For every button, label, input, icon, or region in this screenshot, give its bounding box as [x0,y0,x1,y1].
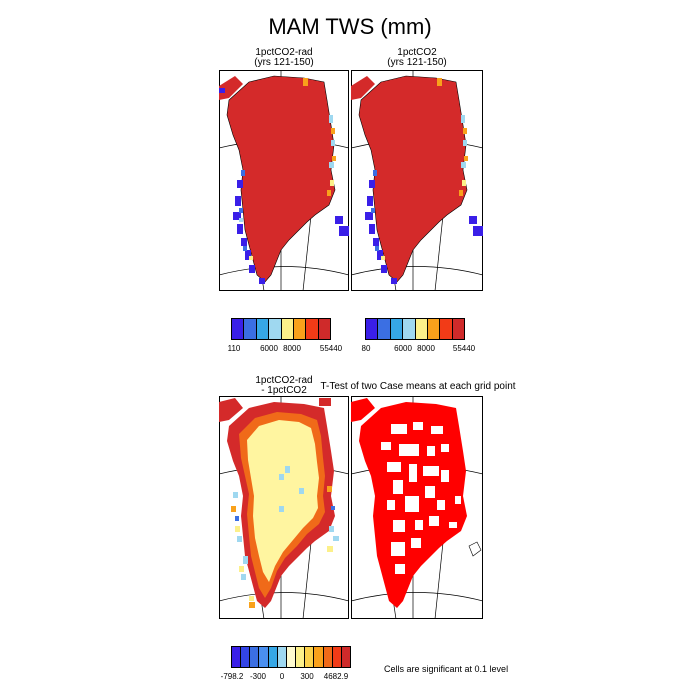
colorbar-swatch [390,319,404,339]
map-panel-top-left [219,70,349,291]
colorbar-swatch [440,319,453,339]
colorbar-swatch [293,319,307,339]
colorbar-swatch [232,647,242,667]
colorbar-swatch [332,647,342,667]
colorbar-swatch [415,319,428,339]
panel-title-bottom-right: T-Test of two Case means at each grid po… [320,381,516,392]
map-bottom-left [219,396,349,619]
map-top-left [219,70,349,291]
colorbar-tick-label: 80 [361,344,371,353]
colorbar-swatch [341,647,351,667]
colorbar-swatch [452,319,464,339]
colorbar-tick-label: 4682.9 [323,672,349,681]
colorbar-swatch [403,319,416,339]
colorbar-tick-label: -798.2 [220,672,244,681]
colorbar-tick-label: 8000 [417,344,435,353]
colorbar-tick-label: -300 [249,672,266,681]
map-panel-top-right [351,70,483,291]
colorbar-tick-label: 55440 [319,344,343,353]
colorbar-tick-label: 8000 [283,344,301,353]
colorbar-tick-label: 0 [279,672,285,681]
colorbar-tick-label: 6000 [394,344,412,353]
colorbar-swatch [305,647,315,667]
colorbar-swatch [296,647,306,667]
panel-title-top-right-line1: 1pctCO2 [397,47,437,58]
map-panel-bottom-right [351,396,483,619]
colorbar-swatch [314,647,324,667]
colorbar-swatch [244,319,257,339]
colorbar-swatch [232,319,245,339]
colorbar-swatch [256,319,270,339]
panel-title-bottom-left: 1pctCO2-rad - 1pctCO2 [219,376,349,396]
colorbar-swatch [306,319,319,339]
panel-title-top-left-line2: (yrs 121-150) [254,57,314,68]
colorbar-tick-label: 6000 [260,344,278,353]
colorbar-top-left [231,318,331,340]
colorbar-swatch [323,647,333,667]
colorbar-swatch [241,647,251,667]
colorbar-tick-label: 300 [300,672,314,681]
colorbar-swatch [366,319,379,339]
colorbar-swatch [286,647,297,667]
panel-title-top-right-line2: (yrs 121-150) [387,57,447,68]
map-bottom-right [351,396,483,619]
panel-title-bottom-left-line2: - 1pctCO2 [261,385,307,396]
colorbar-bottom [231,646,351,668]
colorbar-swatch [281,319,294,339]
panel-title-top-right: 1pctCO2 (yrs 121-150) [351,48,483,68]
panel-title-bottom-left-line1: 1pctCO2-rad [255,375,313,386]
colorbar-swatch [378,319,391,339]
colorbar-swatch [277,647,287,667]
map-panel-bottom-left [219,396,349,619]
colorbar-swatch [268,647,278,667]
panel-title-top-left: 1pctCO2-rad (yrs 121-150) [219,48,349,68]
colorbar-swatch [259,647,269,667]
colorbar-swatch [318,319,330,339]
colorbar-top-right [365,318,465,340]
colorbar-tick-label: 110 [227,344,241,353]
significance-note: Cells are significant at 0.1 level [384,664,509,674]
figure-title: MAM TWS (mm) [268,14,432,39]
panel-title-top-left-line1: 1pctCO2-rad [255,47,313,58]
colorbar-tick-label: 55440 [452,344,476,353]
colorbar-swatch [427,319,441,339]
colorbar-swatch [250,647,260,667]
map-top-right [351,70,483,291]
colorbar-swatch [269,319,282,339]
